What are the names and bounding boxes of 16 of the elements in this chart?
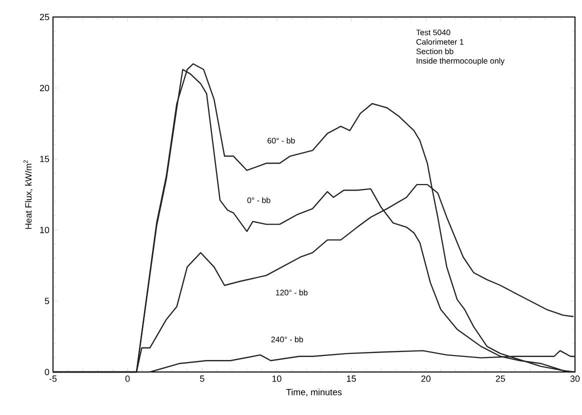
y-tick-label: 20 (40, 84, 50, 92)
x-tick-label: -5 (49, 376, 57, 382)
x-axis-title: Time, minutes (286, 388, 342, 396)
x-tick-label: 0 (125, 376, 130, 382)
x-tick-label: 10 (272, 376, 282, 382)
y-tick-label: 15 (40, 156, 50, 162)
x-tick-label: 30 (570, 376, 580, 382)
x-tick-label: 20 (421, 376, 430, 382)
x-tick-label: 5 (200, 376, 204, 382)
y-axis-title: Heat Flux, kW/m$^{2}$ (24, 160, 33, 229)
y-tick-label: 10 (40, 226, 50, 234)
x-tick-label: 25 (496, 376, 506, 382)
y-tick-label: 25 (40, 14, 50, 20)
x-tick-label: 15 (346, 376, 356, 382)
y-tick-label: 0 (44, 368, 50, 376)
y-tick-label: 5 (44, 298, 50, 304)
